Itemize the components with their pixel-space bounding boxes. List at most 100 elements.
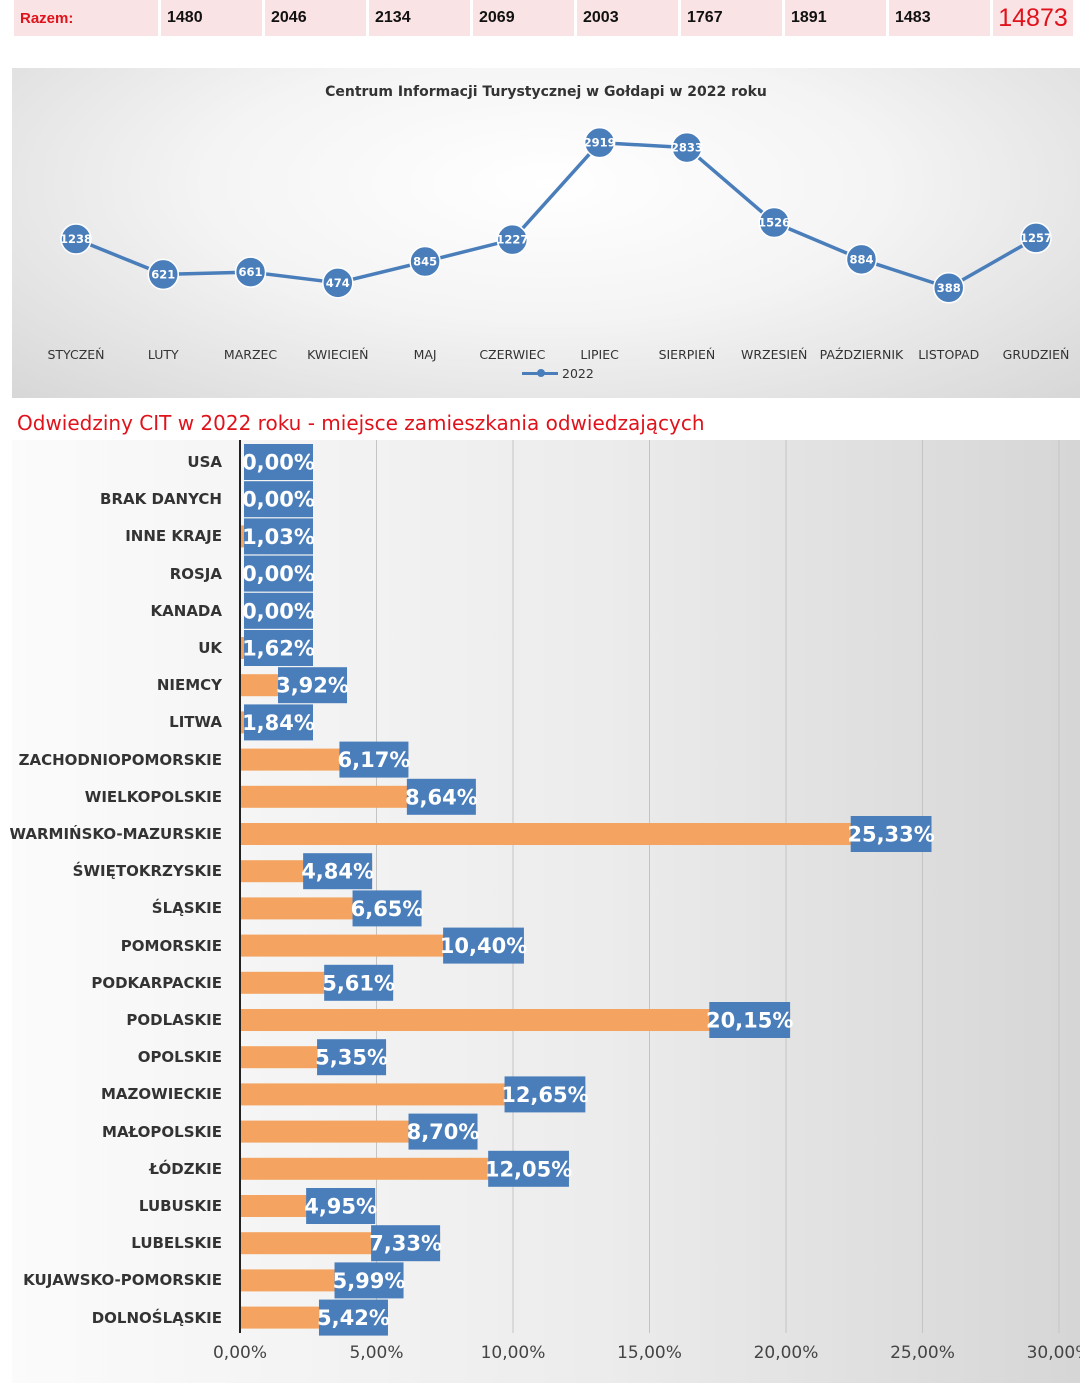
category-label: KANADA xyxy=(150,601,222,620)
data-label-box xyxy=(317,1039,387,1076)
bar xyxy=(240,1009,791,1031)
line-chart-legend: 2022 xyxy=(522,366,594,381)
x-axis-month-label: LISTOPAD xyxy=(918,347,980,362)
x-axis-tick-label: 0,00% xyxy=(212,1343,267,1363)
category-label: ŚWIĘTOKRZYSKIE xyxy=(72,862,222,881)
data-label: 8,70% xyxy=(407,1120,480,1144)
data-point xyxy=(583,126,616,159)
data-label: 4,84% xyxy=(301,860,374,884)
category-label: LITWA xyxy=(169,713,222,732)
data-point xyxy=(322,267,354,299)
data-label: 661 xyxy=(239,265,263,279)
category-label: LUBELSKIE xyxy=(131,1234,222,1253)
category-label: ŚLĄSKIE xyxy=(151,899,222,918)
data-label: 1227 xyxy=(496,233,528,247)
data-label: 1,62% xyxy=(242,637,315,661)
data-label: 621 xyxy=(151,267,175,281)
totals-value: 2134 xyxy=(369,0,473,36)
grand-total: 14873 xyxy=(993,0,1073,36)
x-axis-tick-label: 25,00% xyxy=(890,1343,955,1363)
data-label: 5,42% xyxy=(317,1306,390,1330)
bar-chart-plot: 0,00% 0,00% 1,03% 0,00% 0,00% 1,62% 3,92% 1,84%… xyxy=(239,440,1060,1336)
data-label: 388 xyxy=(937,281,961,295)
category-label: WIELKOPOLSKIE xyxy=(84,787,222,806)
data-label: 6,65% xyxy=(351,897,424,921)
data-label: 20,15% xyxy=(706,1009,793,1033)
data-point xyxy=(147,258,180,291)
data-label-box xyxy=(244,481,313,518)
category-label: USA xyxy=(187,453,222,471)
data-point xyxy=(1020,222,1052,254)
data-label-box xyxy=(244,518,313,555)
line-chart-plot: 1238 621 661 474 845 1227 2919 2833 1526 884 388 12… xyxy=(60,126,1052,304)
data-label: 8,64% xyxy=(405,785,478,809)
data-label: 4,95% xyxy=(304,1195,377,1219)
bar xyxy=(240,823,932,845)
data-label-box xyxy=(244,592,313,629)
x-axis-month-label: LIPIEC xyxy=(580,347,619,362)
monthly-visits-line-chart: Centrum Informacji Turystycznej w Gołdap… xyxy=(12,68,1080,398)
category-label: MAŁOPOLSKIE xyxy=(102,1122,222,1141)
totals-label: Razem: xyxy=(14,0,161,36)
category-label: DOLNOŚLĄSKIE xyxy=(91,1308,222,1327)
section-heading: Odwiedziny CIT w 2022 roku - miejsce zam… xyxy=(17,411,705,435)
category-label: PODKARPACKIE xyxy=(91,973,222,992)
data-label: 1238 xyxy=(60,232,92,246)
category-label: BRAK DANYCH xyxy=(100,490,222,509)
category-label: MAZOWIECKIE xyxy=(101,1085,222,1104)
category-label: ZACHODNIOPOMORSKIE xyxy=(18,750,222,769)
x-axis-month-label: MARZEC xyxy=(223,347,278,362)
data-label: 1526 xyxy=(758,216,790,230)
data-label: 5,61% xyxy=(322,971,395,995)
category-label: KUJAWSKO-POMORSKIE xyxy=(23,1271,222,1290)
data-point xyxy=(758,206,790,239)
x-axis-tick-label: 20,00% xyxy=(753,1343,819,1363)
totals-value: 1767 xyxy=(681,0,785,36)
data-point xyxy=(845,243,878,276)
data-label: 3,92% xyxy=(276,674,349,698)
category-label: POMORSKIE xyxy=(120,936,222,955)
data-label-box xyxy=(306,1188,376,1224)
data-label: 2919 xyxy=(584,136,616,150)
x-axis-tick-label: 15,00% xyxy=(617,1343,682,1363)
data-label: 10,40% xyxy=(440,934,527,958)
totals-value: 1891 xyxy=(785,0,889,36)
data-label-box xyxy=(488,1150,569,1187)
data-label: 25,33% xyxy=(847,823,934,847)
data-label: 0,00% xyxy=(242,562,315,586)
totals-row: Razem: 1480 2046 2134 2069 2003 1767 189… xyxy=(14,0,1080,36)
bar xyxy=(240,1157,569,1180)
data-label: 0,00% xyxy=(242,599,315,623)
category-label: OPOLSKIE xyxy=(137,1048,222,1067)
x-axis-month-label: KWIECIEŃ xyxy=(307,347,369,362)
data-label: 1,03% xyxy=(242,525,315,549)
category-label: UK xyxy=(198,639,222,657)
category-label: ROSJA xyxy=(169,564,222,583)
x-axis-tick-label: 5,00% xyxy=(349,1343,404,1363)
data-label-box xyxy=(339,741,409,778)
data-label: 5,99% xyxy=(333,1269,406,1293)
residence-bar-chart: 0,00% 0,00% 1,03% 0,00% 0,00% 1,62% 3,92% 1,84%… xyxy=(9,440,1080,1383)
data-label-box xyxy=(352,890,422,927)
data-label: 1,84% xyxy=(242,711,315,735)
data-label: 6,17% xyxy=(338,748,411,772)
data-point xyxy=(671,131,703,164)
x-axis-tick-label: 30,00% xyxy=(1026,1343,1080,1363)
legend-line-marker-icon xyxy=(522,369,558,377)
totals-value: 1483 xyxy=(889,0,993,36)
data-label-box xyxy=(334,1262,404,1299)
data-point xyxy=(234,256,267,288)
data-label-box xyxy=(850,816,932,852)
category-label: LUBUSKIE xyxy=(138,1197,222,1215)
data-label-box xyxy=(318,1299,388,1336)
data-label-box xyxy=(324,964,394,1001)
x-axis-month-label: PAŹDZIERNIK xyxy=(819,347,904,362)
line-chart-title: Centrum Informacji Turystycznej w Gołdap… xyxy=(325,84,767,100)
data-point xyxy=(496,223,529,256)
totals-value: 1480 xyxy=(161,0,265,36)
data-label: 2833 xyxy=(671,141,703,155)
x-axis-month-label: GRUDZIEŃ xyxy=(1002,347,1070,362)
data-label-box xyxy=(443,927,524,964)
category-label: WARMIŃSKO-MAZURSKIE xyxy=(9,825,223,843)
data-label-box xyxy=(303,853,373,890)
